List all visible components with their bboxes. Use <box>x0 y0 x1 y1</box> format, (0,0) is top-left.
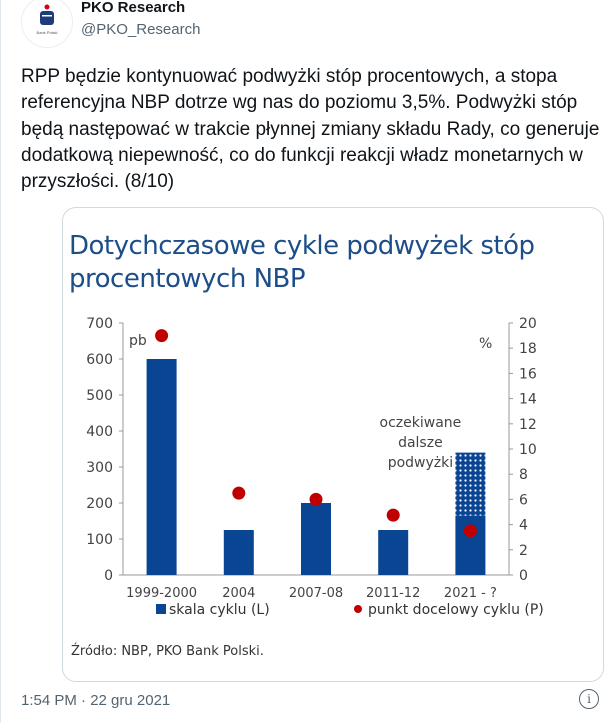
info-icon[interactable]: i <box>579 689 599 709</box>
left-tick-label: 100 <box>86 532 113 548</box>
right-tick-label: 20 <box>519 316 537 332</box>
right-tick-label: 2 <box>519 543 528 559</box>
avatar-label: Bank Polski <box>36 30 58 35</box>
bar-skala-cyklu <box>378 530 409 575</box>
legend-bar-swatch <box>156 604 166 614</box>
annotation-line: oczekiwane <box>380 415 462 431</box>
right-tick-label: 0 <box>519 568 528 584</box>
bar-skala-cyklu <box>301 503 331 575</box>
tweet-image[interactable]: Dotychczasowe cykle podwyżek stóp procen… <box>62 207 604 682</box>
left-tick-label: 500 <box>86 388 113 404</box>
dot-target-rate <box>232 486 246 500</box>
left-tick-label: 400 <box>86 424 113 440</box>
annotation-line: dalsze <box>398 435 443 451</box>
left-tick-label: 600 <box>86 352 113 368</box>
right-tick-label: 10 <box>519 442 537 458</box>
right-tick-label: 12 <box>519 417 537 433</box>
timestamp[interactable]: 1:54 PM · 22 gru 2021 <box>21 692 171 709</box>
annotation-line: podwyżki <box>388 455 453 471</box>
chart: 0 100 200 300 400 500 600 700 0 2 4 6 8 10 12 14 16 18 20 p… <box>86 316 544 618</box>
dot-target-rate <box>463 524 477 538</box>
left-tick-label: 0 <box>104 568 113 584</box>
timeline-border <box>0 0 1 723</box>
x-tick-label: 2007-08 <box>289 586 343 601</box>
bar-skala-cyklu <box>223 530 254 575</box>
tweet-text: RPP będzie kontynuować podwyżki stóp pro… <box>21 66 600 193</box>
left-axis-unit: pb <box>129 333 147 349</box>
right-tick-label: 18 <box>519 341 537 357</box>
legend-label: punkt docelowy cyklu (P) <box>368 602 544 618</box>
x-tick-label: 2021 - ? <box>444 586 497 601</box>
author-handle[interactable]: @PKO_Research <box>81 21 201 38</box>
right-tick-label: 6 <box>519 492 528 508</box>
avatar[interactable]: Bank Polski <box>21 0 73 48</box>
legend-label: skala cyklu (L) <box>169 602 270 618</box>
dot-target-rate <box>386 508 400 522</box>
right-tick-label: 4 <box>519 518 528 534</box>
chart-title: Dotychczasowe cykle podwyżek stóp procen… <box>69 231 535 294</box>
left-tick-label: 200 <box>86 496 113 512</box>
dot-target-rate <box>309 492 323 506</box>
right-tick-label: 8 <box>519 467 528 483</box>
left-tick-label: 700 <box>86 316 113 332</box>
bar-skala-cyklu <box>146 359 177 575</box>
author-name[interactable]: PKO Research <box>81 0 186 16</box>
right-tick-label: 14 <box>519 392 537 408</box>
right-axis-unit: % <box>479 336 492 352</box>
left-tick-label: 300 <box>86 460 113 476</box>
legend-dot-swatch <box>354 605 362 613</box>
x-tick-label: 2004 <box>222 586 255 601</box>
pko-logo-icon <box>40 4 54 25</box>
x-tick-label: 1999-2000 <box>126 586 197 601</box>
dot-target-rate <box>155 329 169 343</box>
x-tick-label: 2011-12 <box>366 586 420 601</box>
bar-expected-hikes <box>455 452 486 516</box>
right-tick-label: 16 <box>519 366 537 382</box>
chart-source: Źródło: NBP, PKO Bank Polski. <box>71 644 264 659</box>
